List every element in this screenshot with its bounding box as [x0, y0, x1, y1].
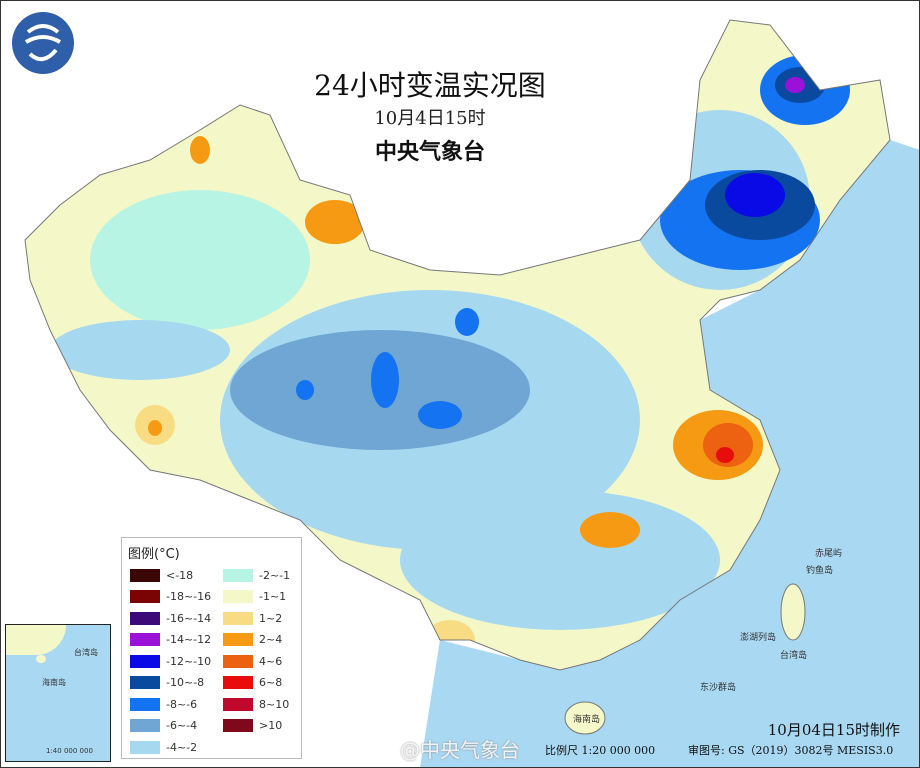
legend-swatch — [130, 611, 160, 625]
legend-item: 4~6 — [223, 654, 282, 668]
legend: 图例(°C) <-18 -18~-16 -16~-14 -14~-12 -12~-10 -… — [121, 537, 302, 759]
place-label: 澎湖列岛 — [740, 633, 777, 643]
place-label: 台湾岛 — [780, 651, 808, 661]
legend-item: 8~10 — [223, 697, 289, 711]
map-time: 10月4日15时 — [374, 108, 486, 129]
legend-swatch — [223, 654, 253, 668]
legend-swatch — [130, 697, 160, 711]
legend-swatch — [223, 568, 253, 582]
legend-label: -18~-16 — [166, 590, 212, 603]
hainan-island — [564, 701, 606, 735]
legend-item: -16~-14 — [130, 611, 211, 625]
legend-item: 6~8 — [223, 676, 282, 690]
legend-item: -2~-1 — [223, 568, 290, 582]
legend-label: >10 — [259, 719, 283, 732]
legend-item: -18~-16 — [130, 590, 211, 604]
legend-swatch — [130, 590, 160, 603]
review-number: 审图号: GS（2019）3082号 MESIS3.0 — [688, 744, 894, 757]
legend-swatch — [223, 611, 253, 625]
cma-logo-icon — [12, 12, 74, 74]
legend-swatch — [223, 633, 253, 646]
legend-label: -1~1 — [259, 590, 287, 603]
place-label: 钓鱼岛 — [806, 566, 834, 576]
legend-label: -10~-8 — [166, 676, 205, 689]
legend-label: <-18 — [166, 568, 194, 582]
inset-label: 台湾岛 — [74, 648, 98, 657]
legend-item: 2~4 — [223, 633, 282, 647]
legend-swatch — [130, 654, 160, 668]
legend-item: -1~1 — [223, 590, 286, 604]
legend-swatch — [223, 697, 253, 711]
legend-swatch — [130, 633, 160, 646]
legend-label: -6~-4 — [166, 719, 198, 732]
legend-label: 6~8 — [259, 676, 283, 689]
legend-item: -4~-2 — [130, 740, 197, 754]
place-label: 海南岛 — [573, 715, 601, 725]
legend-item: -14~-12 — [130, 633, 211, 647]
legend-item: -12~-10 — [130, 654, 211, 668]
legend-swatch — [130, 740, 160, 754]
south-china-sea-inset: 台湾岛 海南岛 1:40 000 000 — [5, 624, 111, 762]
legend-label: -14~-12 — [166, 633, 212, 646]
inset-label: 海南岛 — [42, 678, 66, 687]
legend-label: 2~4 — [259, 633, 283, 646]
legend-label: -16~-14 — [166, 611, 212, 625]
legend-item: -10~-8 — [130, 676, 204, 690]
legend-title: 图例(°C) — [128, 547, 180, 562]
legend-label: 1~2 — [259, 611, 283, 625]
legend-label: 4~6 — [259, 654, 283, 668]
legend-label: -4~-2 — [166, 740, 198, 754]
legend-swatch — [223, 590, 253, 603]
legend-item: >10 — [223, 719, 282, 733]
map-scale: 比例尺 1:20 000 000 — [545, 744, 656, 757]
legend-swatch — [130, 568, 160, 582]
legend-swatch — [223, 676, 253, 689]
inset-scale: 1:40 000 000 — [46, 747, 93, 755]
legend-label: 8~10 — [259, 697, 290, 711]
made-time: 10月04日15时制作 — [767, 721, 900, 739]
legend-item: 1~2 — [223, 611, 282, 625]
legend-item: <-18 — [130, 568, 193, 582]
place-label: 赤尾屿 — [815, 549, 843, 559]
map-title: 24小时变温实况图 — [314, 69, 546, 102]
place-label: 东沙群岛 — [700, 683, 737, 693]
map-issuer: 中央气象台 — [374, 140, 485, 165]
watermark: @中央气象台 — [400, 738, 520, 762]
legend-label: -8~-6 — [166, 697, 198, 711]
legend-label: -2~-1 — [259, 568, 291, 582]
legend-label: -12~-10 — [166, 654, 212, 668]
legend-swatch — [223, 719, 253, 732]
taiwan-island — [780, 583, 806, 641]
legend-swatch — [130, 676, 160, 689]
legend-item: -8~-6 — [130, 697, 197, 711]
legend-item: -6~-4 — [130, 719, 197, 733]
legend-swatch — [130, 719, 160, 732]
